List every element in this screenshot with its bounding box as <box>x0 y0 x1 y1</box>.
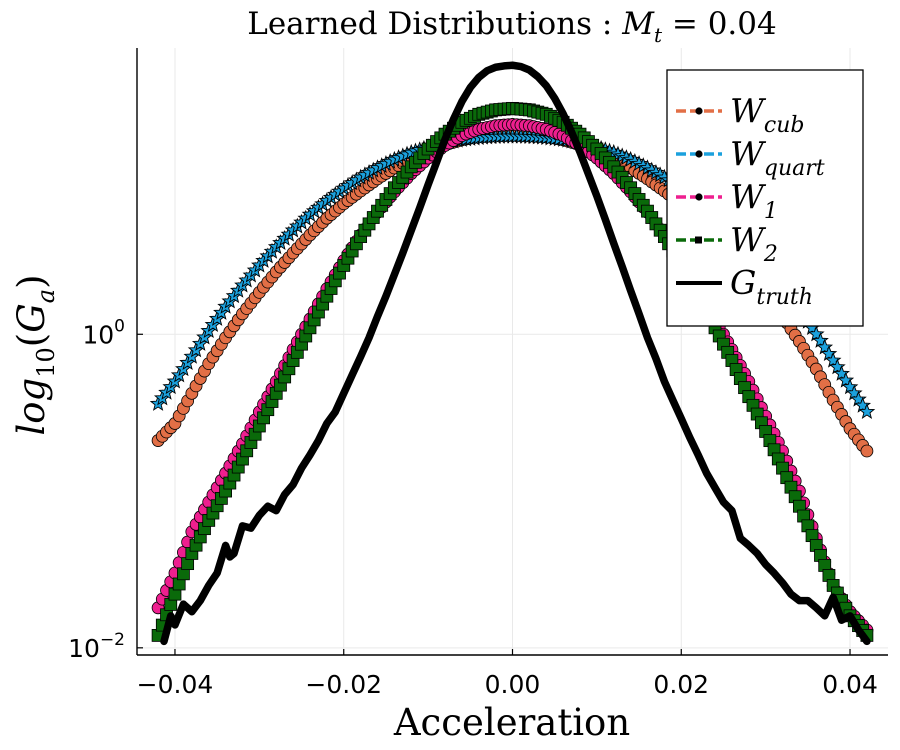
data-point <box>854 396 872 413</box>
data-point <box>837 371 855 388</box>
legend-item-w-2: W2 <box>676 220 778 267</box>
data-point <box>829 358 846 375</box>
y-tick-label: 100 <box>82 316 125 349</box>
data-point <box>816 338 834 355</box>
legend-marker <box>695 236 702 244</box>
x-tick-label: 0.04 <box>822 670 878 699</box>
legend-item-g-truth: Gtruth <box>676 263 813 310</box>
y-tick-label: 10−2 <box>68 630 125 663</box>
x-axis-label: Acceleration <box>393 701 630 744</box>
data-point <box>824 351 842 368</box>
legend-item-w-cub: Wcub <box>676 91 805 138</box>
legend-label: Wcub <box>730 91 805 138</box>
legend-label: Gtruth <box>730 263 813 310</box>
data-point <box>841 378 859 395</box>
x-tick-label: −0.02 <box>305 670 382 699</box>
data-point <box>860 444 874 458</box>
data-point <box>820 345 838 362</box>
y-axis-label: log10(Ga) <box>10 274 60 435</box>
legend-label: Wquart <box>730 134 825 181</box>
tick-labels: −0.04 −0.02 0.00 0.02 0.04 10−2 100 <box>68 316 878 699</box>
legend-item-w-1: W1 <box>676 177 778 224</box>
series-w-2 <box>151 101 874 642</box>
legend-marker <box>695 150 703 158</box>
legend-marker <box>695 107 703 115</box>
chart-title: Learned Distributions : Mt = 0.04 <box>247 6 777 47</box>
data-point <box>833 365 850 381</box>
data-point <box>812 332 829 348</box>
data-point <box>858 403 876 419</box>
legend-item-w-quart: Wquart <box>676 134 825 181</box>
series-g-truth <box>160 61 871 646</box>
truth-line <box>160 61 871 646</box>
legend-label: W1 <box>730 177 778 224</box>
data-point <box>845 384 863 401</box>
x-tick-label: 0.02 <box>653 670 709 699</box>
x-tick-label: −0.04 <box>137 670 214 699</box>
legend-marker <box>695 193 703 201</box>
data-point <box>850 390 867 407</box>
data-point <box>807 325 825 342</box>
legend-label: W2 <box>730 220 778 267</box>
x-tick-label: 0.00 <box>485 670 541 699</box>
